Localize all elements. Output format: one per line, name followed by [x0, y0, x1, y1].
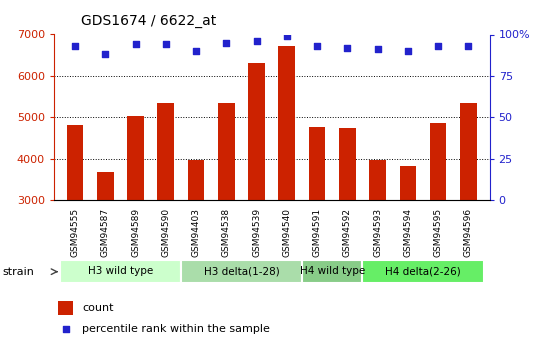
Text: GDS1674 / 6622_at: GDS1674 / 6622_at — [81, 13, 216, 28]
Bar — [302, 260, 363, 283]
Bar — [127, 117, 144, 324]
Point — [192, 48, 200, 54]
Text: H4 wild type: H4 wild type — [300, 266, 365, 276]
Bar — [339, 128, 356, 324]
Bar — [363, 260, 484, 283]
Bar — [430, 123, 447, 324]
Text: H3 wild type: H3 wild type — [88, 266, 153, 276]
Bar — [279, 46, 295, 324]
Point — [373, 47, 382, 52]
Point — [101, 52, 110, 57]
Bar — [369, 159, 386, 324]
Text: strain: strain — [3, 267, 34, 277]
Bar — [400, 166, 416, 324]
Bar — [58, 301, 73, 315]
Point — [404, 48, 412, 54]
Bar — [188, 160, 204, 324]
Point — [70, 43, 79, 49]
Text: percentile rank within the sample: percentile rank within the sample — [82, 324, 270, 334]
Text: H3 delta(1-28): H3 delta(1-28) — [203, 266, 279, 276]
Bar — [181, 260, 302, 283]
Bar — [60, 260, 181, 283]
Bar — [67, 125, 83, 324]
Bar — [97, 172, 114, 324]
Point — [252, 38, 261, 44]
Bar — [218, 103, 235, 324]
Point — [282, 33, 291, 39]
Point — [434, 43, 442, 49]
Text: H4 delta(2-26): H4 delta(2-26) — [385, 266, 461, 276]
Point — [464, 43, 473, 49]
Bar — [460, 103, 477, 324]
Point — [222, 40, 231, 46]
Bar — [158, 103, 174, 324]
Point — [313, 43, 321, 49]
Bar — [309, 127, 325, 324]
Point — [343, 45, 352, 50]
Bar — [248, 63, 265, 324]
Point — [131, 42, 140, 47]
Point — [161, 42, 170, 47]
Text: count: count — [82, 303, 114, 313]
Point — [62, 326, 70, 332]
